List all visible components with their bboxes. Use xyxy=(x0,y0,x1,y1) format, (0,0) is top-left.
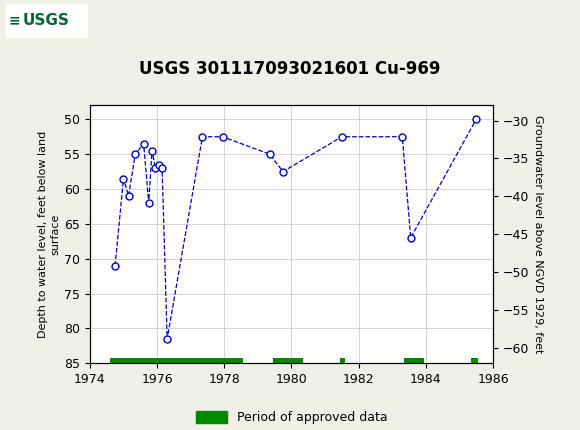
Bar xyxy=(471,358,478,363)
Text: ≡: ≡ xyxy=(9,13,20,28)
Bar xyxy=(273,358,303,363)
FancyBboxPatch shape xyxy=(6,4,87,37)
Y-axis label: Depth to water level, feet below land
surface: Depth to water level, feet below land su… xyxy=(38,131,60,338)
Text: USGS: USGS xyxy=(23,13,70,28)
Y-axis label: Groundwater level above NGVD 1929, feet: Groundwater level above NGVD 1929, feet xyxy=(534,115,543,353)
Text: USGS 301117093021601 Cu-969: USGS 301117093021601 Cu-969 xyxy=(139,60,441,78)
Bar xyxy=(110,358,243,363)
Bar xyxy=(404,358,424,363)
Bar xyxy=(340,358,345,363)
Legend: Period of approved data: Period of approved data xyxy=(190,406,393,429)
